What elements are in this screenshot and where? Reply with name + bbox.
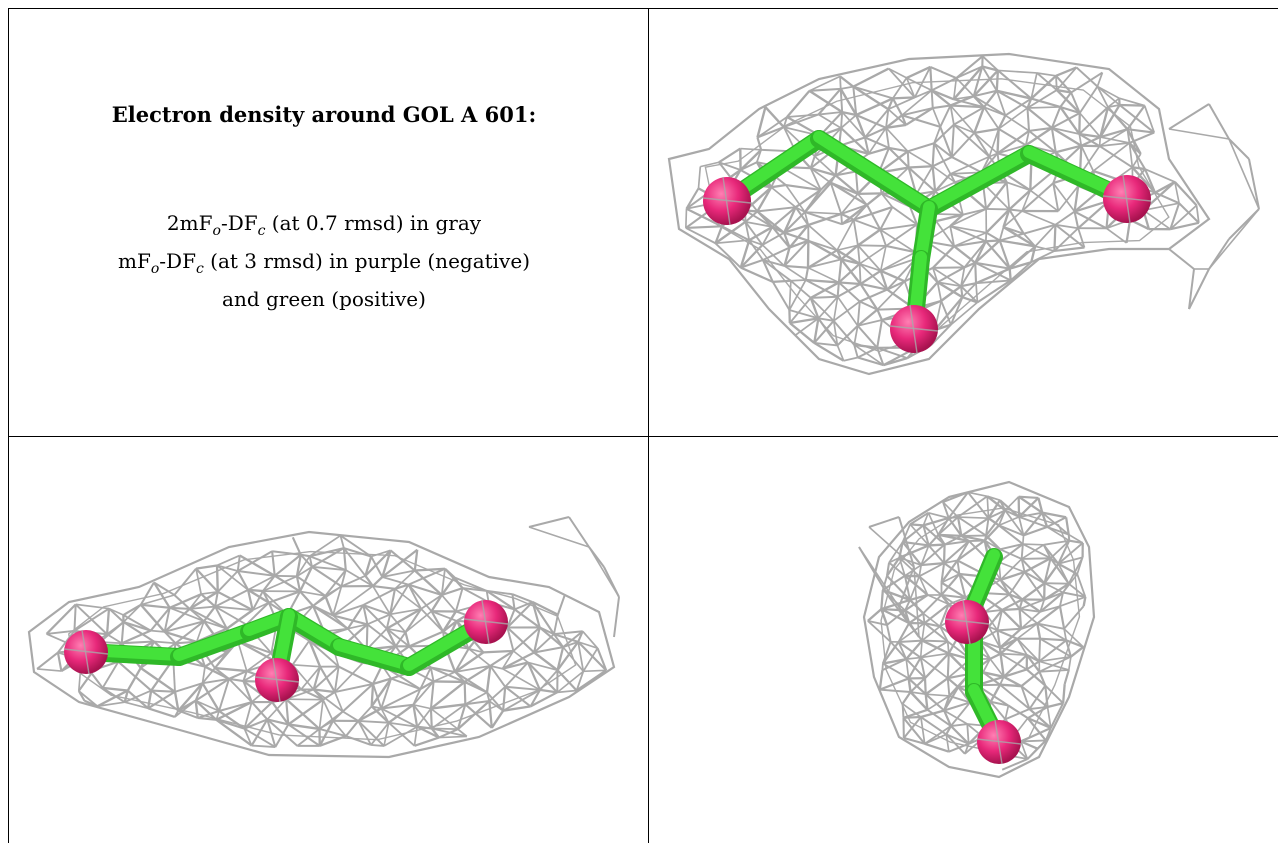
legend-line-3: and green (positive) [222, 287, 426, 311]
legend-line-1: 2mFo-DFc (at 0.7 rmsd) in gray [166, 211, 482, 239]
table-divider-vertical [648, 8, 649, 843]
mesh-molecule-icon [667, 52, 1260, 376]
density-fragment [858, 516, 920, 638]
caption-title: Electron density around GOL A 601: [111, 102, 537, 127]
density-fragment [1168, 103, 1260, 310]
caption-legend: 2mFo-DFc (at 0.7 rmsd) in gray mFo-DFc (… [9, 208, 648, 314]
table-border-left [8, 8, 9, 843]
table-border-top [8, 8, 1278, 9]
legend-line-2: mFo-DFc (at 3 rmsd) in purple (negative) [118, 249, 530, 277]
view-top-right [649, 9, 1278, 436]
density-fragment [528, 516, 620, 638]
table-divider-horizontal [8, 436, 1278, 437]
mesh-molecule-icon [27, 516, 620, 759]
view-bottom-left [9, 437, 648, 843]
caption-cell: Electron density around GOL A 601: 2mFo-… [9, 9, 648, 436]
view-bottom-right [649, 437, 1278, 843]
mesh-molecule-icon [858, 480, 1096, 779]
